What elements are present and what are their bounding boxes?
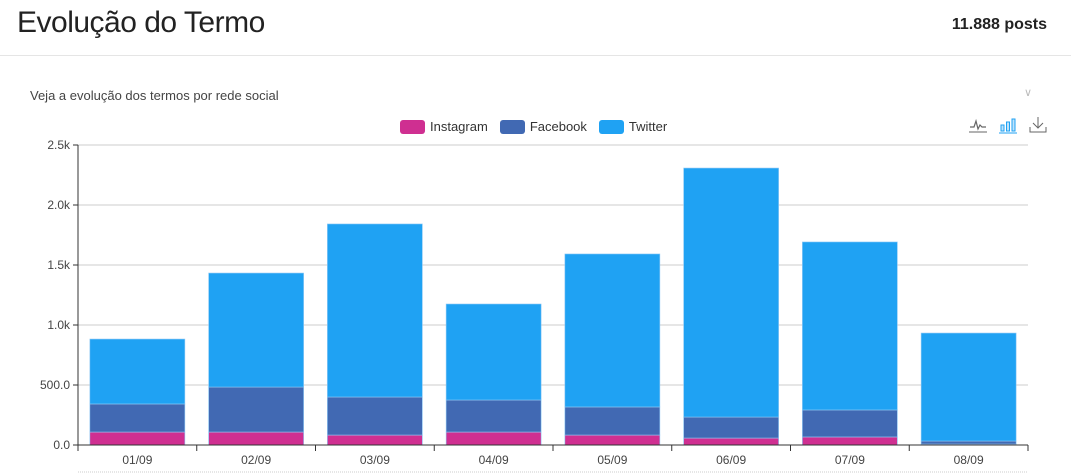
- x-tick-label: 08/09: [954, 453, 984, 467]
- bar-twitter: [89, 338, 186, 405]
- legend-swatch: [499, 119, 525, 134]
- x-tick-label: 01/09: [122, 453, 152, 467]
- x-tick-label: 06/09: [716, 453, 746, 467]
- legend-item-facebook[interactable]: Facebook: [499, 119, 587, 134]
- bar-twitter: [327, 223, 423, 398]
- bar-chart-icon[interactable]: [998, 115, 1018, 135]
- chevron-down-icon[interactable]: ∨: [1024, 87, 1033, 99]
- bar-twitter: [445, 303, 542, 401]
- page-title: Evolução do Termo: [17, 6, 265, 39]
- chart-subtitle: Veja a evolução dos termos por rede soci…: [30, 88, 279, 103]
- bar-facebook: [802, 409, 898, 438]
- y-tick-label: 2.0k: [47, 198, 71, 212]
- bar-twitter: [683, 167, 779, 418]
- divider: [0, 55, 1071, 56]
- legend-item-instagram[interactable]: Instagram: [400, 119, 488, 134]
- y-tick-label: 0.0: [53, 438, 70, 452]
- bar-facebook: [208, 386, 304, 433]
- y-tick-label: 500.0: [40, 378, 70, 392]
- y-tick-label: 1.5k: [47, 258, 71, 272]
- bar-instagram: [564, 434, 661, 446]
- bar-instagram: [683, 437, 779, 446]
- legend-swatch: [400, 119, 425, 134]
- bar-instagram: [208, 431, 304, 446]
- x-tick-label: 03/09: [360, 453, 390, 467]
- line-chart-icon[interactable]: [968, 115, 988, 135]
- x-tick-label: 07/09: [835, 453, 865, 467]
- chart-legend: Instagram Facebook Twitter: [400, 119, 667, 134]
- download-icon[interactable]: [1028, 115, 1048, 135]
- legend-label: Twitter: [628, 119, 668, 134]
- x-tick-label: 04/09: [479, 453, 509, 467]
- bar-facebook: [564, 406, 661, 436]
- x-tick-label: 02/09: [241, 453, 271, 467]
- legend-item-twitter[interactable]: Twitter: [598, 119, 668, 134]
- bar-facebook: [327, 396, 423, 436]
- bar-instagram: [445, 431, 542, 446]
- bar-facebook: [920, 440, 1017, 445]
- bar-twitter: [802, 241, 898, 411]
- posts-count: 11.888 posts: [951, 16, 1047, 33]
- bar-facebook: [683, 416, 779, 439]
- bar-instagram: [327, 434, 423, 446]
- bar-twitter: [208, 272, 304, 388]
- bar-facebook: [89, 403, 186, 433]
- y-tick-label: 2.5k: [47, 138, 71, 152]
- bar-facebook: [445, 399, 542, 433]
- legend-label: Facebook: [529, 119, 587, 134]
- bar-instagram: [89, 431, 186, 446]
- bar-twitter: [920, 332, 1017, 442]
- chart-toolbar: [968, 115, 1048, 135]
- x-tick-label: 05/09: [597, 453, 627, 467]
- bar-instagram: [802, 436, 898, 446]
- legend-swatch: [598, 119, 624, 134]
- bar-twitter: [564, 253, 661, 408]
- legend-label: Instagram: [430, 119, 488, 134]
- y-tick-label: 1.0k: [47, 318, 71, 332]
